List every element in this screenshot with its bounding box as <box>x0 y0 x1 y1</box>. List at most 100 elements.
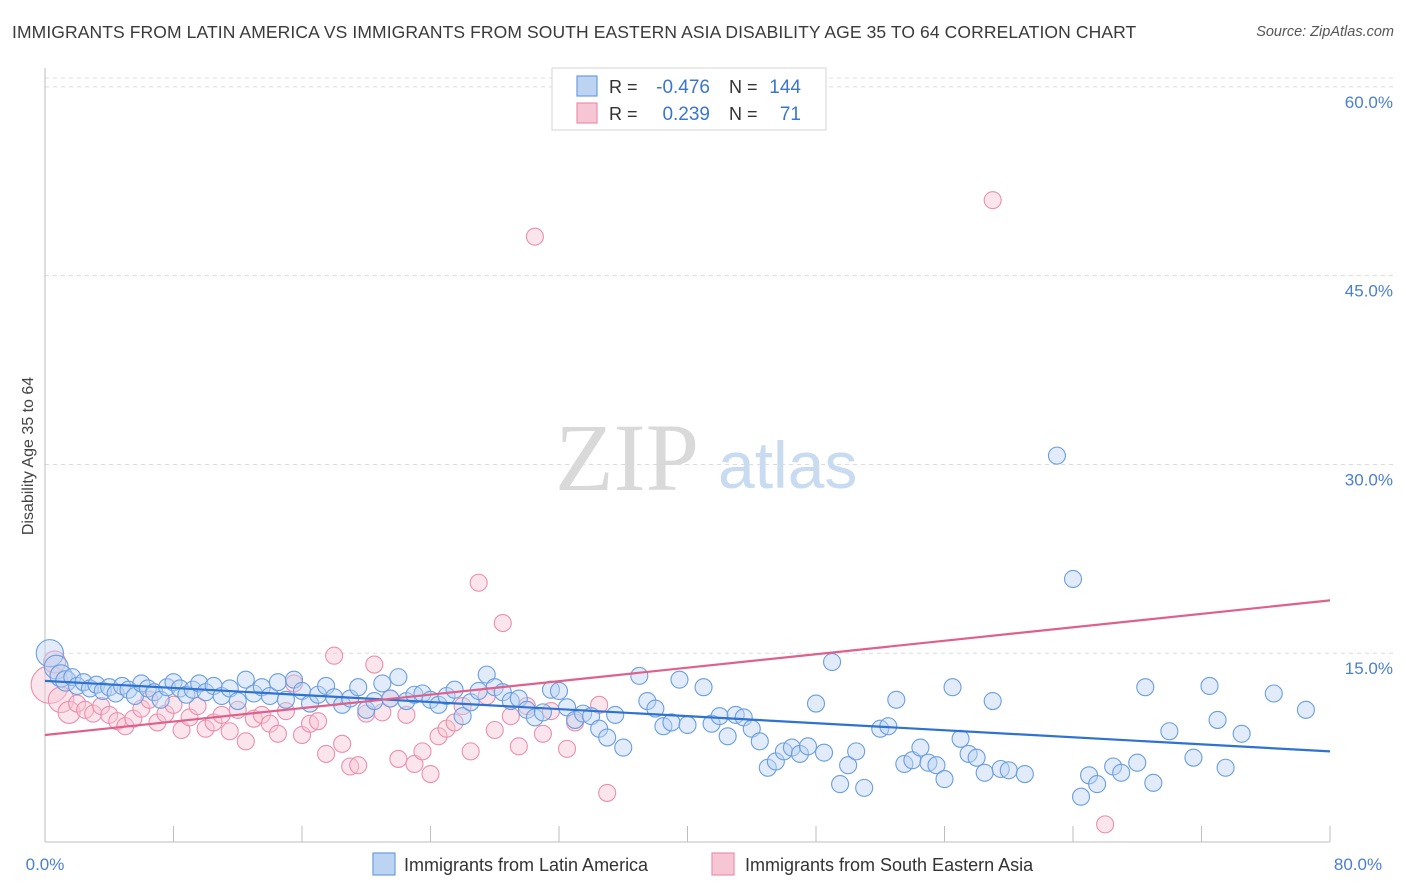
latin-america-point <box>678 715 697 735</box>
latin-america-point <box>1136 678 1155 697</box>
latin-america-point <box>1128 753 1147 772</box>
latin-america-point <box>1063 569 1083 589</box>
south-eastern-asia-point <box>533 724 552 743</box>
legend-n-value-pink: 71 <box>780 104 801 125</box>
latin-america-point <box>646 699 665 718</box>
latin-america-point <box>983 691 1002 711</box>
latin-america-point <box>549 681 569 701</box>
south-eastern-asia-point <box>485 720 504 740</box>
latin-america-point <box>1264 684 1283 703</box>
stats-legend-box <box>551 67 827 131</box>
latin-america-point <box>798 737 818 756</box>
legend-swatch-blue <box>576 75 598 97</box>
legend-swatch-pink <box>576 102 598 124</box>
trend-line-latin-america <box>44 679 1331 753</box>
latin-america-point <box>662 713 681 732</box>
latin-america-point <box>349 678 368 697</box>
south-eastern-asia-point <box>509 737 528 756</box>
latin-america-point <box>927 756 946 775</box>
south-eastern-asia-point <box>1096 815 1115 834</box>
y-tick-label-60: 60.0% <box>1345 93 1393 112</box>
latin-america-point <box>1232 724 1251 743</box>
series-south-eastern-asia-points <box>30 191 1115 834</box>
chart-source: Source: ZipAtlas.com <box>1256 24 1394 40</box>
south-eastern-asia-point <box>557 739 577 758</box>
latin-america-point <box>268 673 287 692</box>
latin-america-point <box>911 738 930 757</box>
latin-america-point <box>814 743 834 762</box>
south-eastern-asia-point <box>461 742 480 761</box>
latin-america-point <box>935 770 954 789</box>
latin-america-point <box>373 674 392 693</box>
latin-america-point <box>533 703 552 722</box>
latin-america-point <box>614 738 633 757</box>
latin-america-point <box>975 763 994 782</box>
x-tick-label-min: 0.0% <box>26 855 65 874</box>
latin-america-point <box>1088 775 1107 794</box>
latin-america-point <box>999 761 1018 780</box>
south-eastern-asia-point <box>421 764 440 784</box>
series-legend: Immigrants from Latin America Immigrants… <box>372 852 1034 876</box>
south-eastern-asia-point <box>469 573 488 592</box>
latin-america-point <box>943 678 962 697</box>
latin-america-point <box>445 680 464 699</box>
south-eastern-asia-point <box>525 227 544 246</box>
south-eastern-asia-point <box>333 734 352 753</box>
legend-r-label-blue: R = <box>609 77 638 97</box>
latin-america-point <box>806 694 826 713</box>
latin-america-point <box>670 670 689 689</box>
south-eastern-asia-point <box>501 707 520 726</box>
latin-america-point <box>855 778 874 797</box>
south-eastern-asia-point <box>598 783 617 802</box>
latin-america-point <box>276 690 295 709</box>
latin-america-point <box>710 707 729 726</box>
chart-title: IMMIGRANTS FROM LATIN AMERICA VS IMMIGRA… <box>12 22 1137 42</box>
latin-america-point <box>453 707 472 726</box>
south-eastern-asia-point <box>349 756 368 775</box>
series-legend-swatch-south-eastern-asia <box>711 852 735 876</box>
series-legend-swatch-latin-america <box>372 852 396 876</box>
south-eastern-asia-point <box>309 712 328 731</box>
legend-n-value-blue: 144 <box>769 77 801 98</box>
latin-america-point <box>1200 676 1219 695</box>
south-eastern-asia-point <box>493 613 512 633</box>
south-eastern-asia-point <box>43 650 67 674</box>
latin-america-point <box>1071 787 1091 806</box>
legend-r-label-pink: R = <box>609 104 638 124</box>
y-tick-label-45: 45.0% <box>1345 282 1393 301</box>
series-legend-label-latin-america: Immigrants from Latin America <box>404 855 649 875</box>
latin-america-point <box>887 690 906 709</box>
latin-america-point <box>967 748 986 767</box>
latin-america-point <box>718 727 737 746</box>
latin-america-point <box>1216 758 1235 777</box>
south-eastern-asia-point <box>220 722 239 741</box>
gridlines <box>45 77 1395 654</box>
watermark-zip: ZIP <box>555 404 699 511</box>
latin-america-point <box>236 670 255 689</box>
latin-america-point <box>1144 773 1163 792</box>
latin-america-point <box>847 742 866 761</box>
y-tick-label-30: 30.0% <box>1345 470 1393 489</box>
latin-america-point <box>831 775 850 794</box>
latin-america-point <box>1296 700 1315 719</box>
latin-america-point <box>750 732 769 751</box>
legend-r-value-pink: 0.239 <box>662 104 710 125</box>
south-eastern-asia-point <box>397 705 416 724</box>
latin-america-point <box>389 668 408 687</box>
y-tick-label-15: 15.0% <box>1345 659 1393 678</box>
stats-legend: R = -0.476 N = 144 R = 0.239 N = 71 <box>551 67 827 131</box>
south-eastern-asia-point <box>983 191 1002 210</box>
y-axis-label: Disability Age 35 to 64 <box>20 377 37 535</box>
latin-america-point <box>694 678 713 697</box>
series-legend-label-south-eastern-asia: Immigrants from South Eastern Asia <box>745 855 1034 875</box>
south-eastern-asia-point <box>188 697 207 716</box>
latin-america-point <box>598 728 617 747</box>
south-eastern-asia-point <box>317 744 336 763</box>
south-eastern-asia-point <box>325 646 344 665</box>
south-eastern-asia-point <box>365 655 384 674</box>
latin-america-point <box>1208 710 1227 729</box>
x-axis-ticks <box>44 826 1331 842</box>
latin-america-point <box>823 652 842 672</box>
y-tick-labels: 15.0% 30.0% 45.0% 60.0% <box>1345 93 1393 678</box>
